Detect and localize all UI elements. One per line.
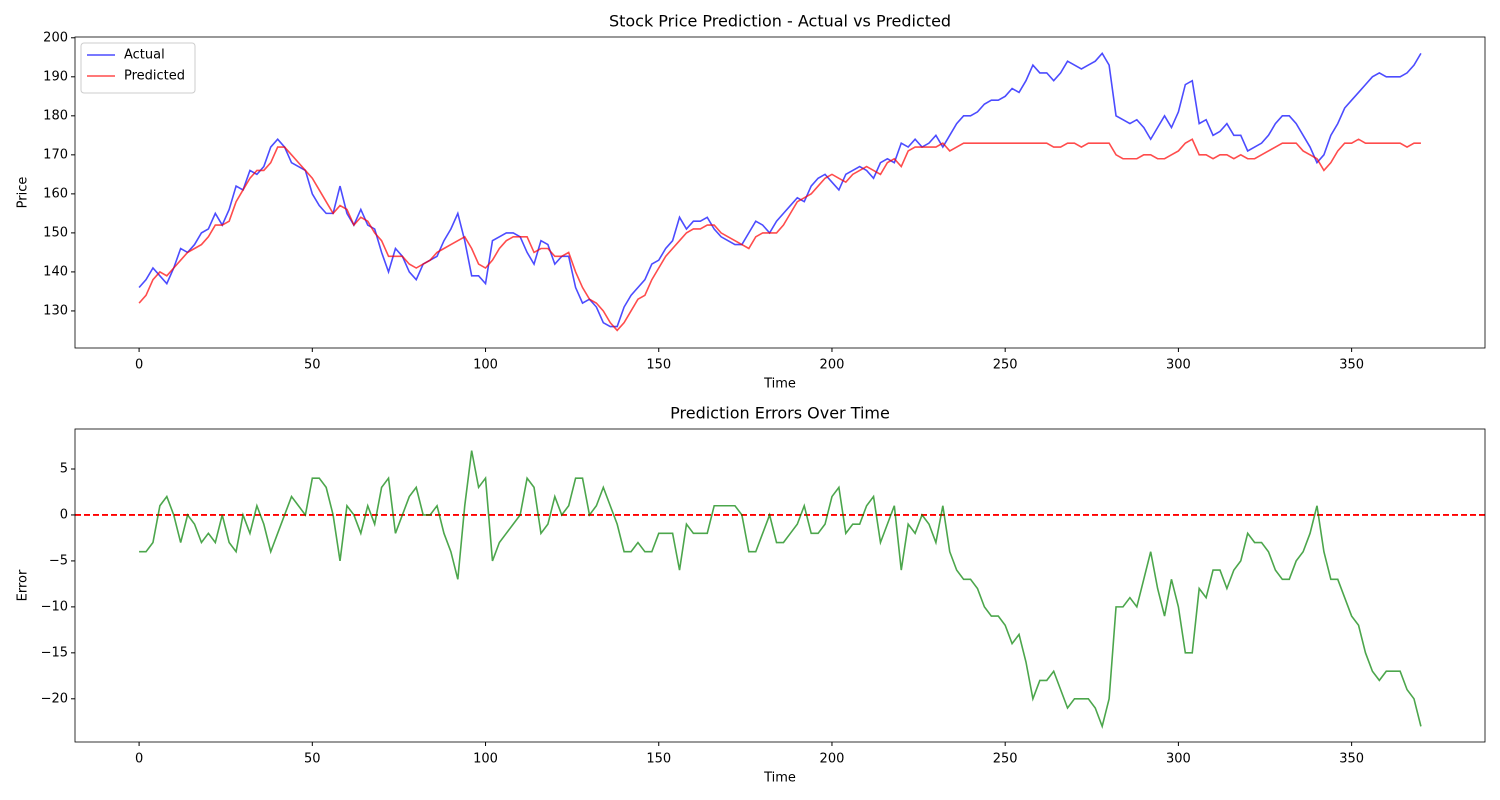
chart-title: Stock Price Prediction - Actual vs Predi… (609, 12, 951, 31)
x-tick-label: 100 (473, 752, 498, 767)
y-tick-label: 140 (43, 264, 68, 279)
x-tick-label: 300 (1166, 752, 1191, 767)
y-tick-label: 200 (43, 30, 68, 45)
y-tick-label: 0 (60, 507, 68, 522)
series-line (138, 138, 1421, 332)
axes-frame (74, 36, 1486, 349)
x-axis-label: Time (763, 377, 796, 392)
legend-label: Predicted (124, 69, 185, 84)
y-tick-label: −15 (41, 645, 68, 660)
y-axis-label: Price (16, 177, 31, 209)
x-tick-label: 50 (304, 752, 321, 767)
x-tick-label: 150 (646, 358, 671, 373)
y-tick-label: 170 (43, 147, 68, 162)
series-line (138, 52, 1422, 328)
x-tick-label: 0 (135, 752, 143, 767)
x-tick-label: 200 (820, 752, 845, 767)
series-line (139, 450, 1422, 730)
y-axis-label: Error (16, 569, 31, 601)
y-tick-label: −10 (41, 599, 68, 614)
chart-title: Prediction Errors Over Time (670, 404, 890, 423)
y-tick-label: 160 (43, 186, 68, 201)
y-tick-label: 180 (43, 108, 68, 123)
x-tick-label: 200 (820, 358, 845, 373)
y-tick-label: 5 (60, 461, 68, 476)
x-tick-label: 150 (646, 752, 671, 767)
y-tick-label: 190 (43, 69, 68, 84)
legend-label: Actual (124, 48, 165, 63)
x-tick-label: 350 (1339, 358, 1364, 373)
x-tick-label: 250 (993, 752, 1018, 767)
y-tick-label: −5 (49, 553, 68, 568)
x-tick-label: 50 (304, 358, 321, 373)
y-tick-label: 130 (43, 303, 68, 318)
x-axis-label: Time (763, 771, 796, 786)
x-tick-label: 250 (993, 358, 1018, 373)
x-tick-label: 350 (1339, 752, 1364, 767)
y-tick-label: −20 (41, 691, 68, 706)
y-tick-label: 150 (43, 225, 68, 240)
x-tick-label: 100 (473, 358, 498, 373)
x-tick-label: 0 (135, 358, 143, 373)
x-tick-label: 300 (1166, 358, 1191, 373)
axes-frame (74, 428, 1486, 743)
